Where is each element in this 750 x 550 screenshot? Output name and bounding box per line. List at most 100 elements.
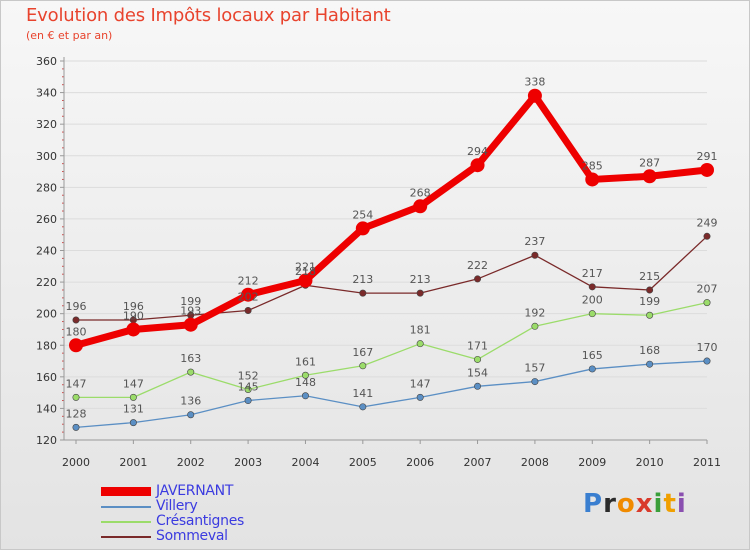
- data-label: 145: [238, 381, 259, 394]
- data-label: 338: [524, 76, 545, 89]
- data-point: [416, 340, 424, 348]
- data-point: [416, 393, 424, 401]
- data-label: 147: [123, 377, 144, 390]
- data-label: 157: [524, 362, 545, 375]
- data-point: [588, 310, 596, 318]
- x-tick-label: 2010: [636, 456, 664, 469]
- data-label: 167: [352, 346, 373, 359]
- x-tick-label: 2003: [234, 456, 262, 469]
- data-point: [588, 365, 596, 373]
- data-label: 217: [582, 267, 603, 280]
- data-point: [585, 172, 600, 187]
- data-point: [355, 221, 370, 236]
- logo-letter: P: [583, 489, 604, 519]
- x-tick-label: 2001: [119, 456, 147, 469]
- data-point: [359, 403, 367, 411]
- x-tick-label: 2006: [406, 456, 434, 469]
- y-tick-label: 180: [36, 339, 57, 352]
- data-point: [187, 411, 195, 419]
- data-point: [183, 317, 198, 332]
- data-label: 202: [238, 291, 259, 304]
- data-label: 213: [352, 273, 373, 286]
- data-label: 237: [524, 235, 545, 248]
- data-point: [413, 199, 428, 214]
- x-tick-label: 2007: [464, 456, 492, 469]
- x-tick-label: 2004: [291, 456, 319, 469]
- y-tick-label: 280: [36, 181, 57, 194]
- data-label: 213: [410, 273, 431, 286]
- data-point: [531, 251, 539, 259]
- data-label: 128: [66, 407, 87, 420]
- data-label: 148: [295, 376, 316, 389]
- data-label: 218: [295, 265, 316, 278]
- data-label: 294: [467, 145, 488, 158]
- data-label: 154: [467, 366, 488, 379]
- data-label: 199: [180, 295, 201, 308]
- data-label: 221: [295, 261, 316, 274]
- data-point: [646, 286, 654, 294]
- data-label: 200: [582, 294, 603, 307]
- data-point: [244, 385, 252, 393]
- data-label: 168: [639, 344, 660, 357]
- data-label: 161: [295, 355, 316, 368]
- legend-swatch: [101, 487, 151, 496]
- data-label: 181: [410, 324, 431, 337]
- x-tick-label: 2009: [578, 456, 606, 469]
- data-point: [646, 360, 654, 368]
- data-point: [244, 397, 252, 405]
- x-tick-label: 2002: [177, 456, 205, 469]
- data-label: 254: [352, 208, 373, 221]
- data-point: [298, 273, 313, 288]
- data-label: 131: [123, 403, 144, 416]
- series-line-javernant: [72, 92, 711, 349]
- data-point: [69, 338, 83, 353]
- data-label: 212: [238, 275, 259, 288]
- logo-letter: o: [616, 489, 636, 519]
- data-point: [187, 368, 195, 376]
- data-label: 136: [180, 395, 201, 408]
- data-point: [416, 289, 424, 297]
- data-point: [700, 162, 714, 177]
- data-label: 152: [238, 369, 259, 382]
- legend-label: JAVERNANT: [156, 483, 234, 499]
- data-point: [126, 322, 141, 337]
- y-tick-label: 300: [36, 150, 57, 163]
- logo-letter: t: [663, 489, 677, 519]
- data-label: 170: [697, 341, 718, 354]
- data-point: [72, 423, 80, 431]
- y-tick-label: 260: [36, 213, 57, 226]
- data-label: 287: [639, 156, 660, 169]
- series-line-sommeval: [75, 235, 708, 321]
- data-label: 147: [410, 377, 431, 390]
- data-label: 196: [123, 300, 144, 313]
- data-label: 207: [697, 283, 718, 296]
- data-point: [527, 88, 542, 103]
- data-label: 196: [66, 300, 87, 313]
- data-label: 165: [582, 349, 603, 362]
- proxiti-logo: Proxiti: [583, 489, 687, 519]
- data-label: 190: [123, 309, 144, 322]
- x-tick-label: 2000: [62, 456, 90, 469]
- data-point: [301, 392, 309, 400]
- y-tick-label: 120: [36, 434, 57, 447]
- data-point: [642, 169, 657, 184]
- data-point: [646, 311, 654, 319]
- data-point: [72, 393, 80, 401]
- data-point: [241, 287, 256, 302]
- y-tick-label: 240: [36, 245, 57, 258]
- data-label: 193: [180, 305, 201, 318]
- legend-swatch: [101, 506, 151, 508]
- data-point: [703, 232, 711, 240]
- data-point: [703, 357, 711, 365]
- series-line-villery: [75, 360, 708, 429]
- data-point: [531, 378, 539, 386]
- data-label: 249: [697, 216, 718, 229]
- data-point: [474, 275, 482, 283]
- x-tick-label: 2011: [693, 456, 721, 469]
- chart-title: Evolution des Impôts locaux par Habitant: [26, 5, 391, 26]
- series-line-crésantignes: [75, 301, 708, 399]
- data-label: 147: [66, 377, 87, 390]
- chart-subtitle: (en € et par an): [26, 29, 113, 42]
